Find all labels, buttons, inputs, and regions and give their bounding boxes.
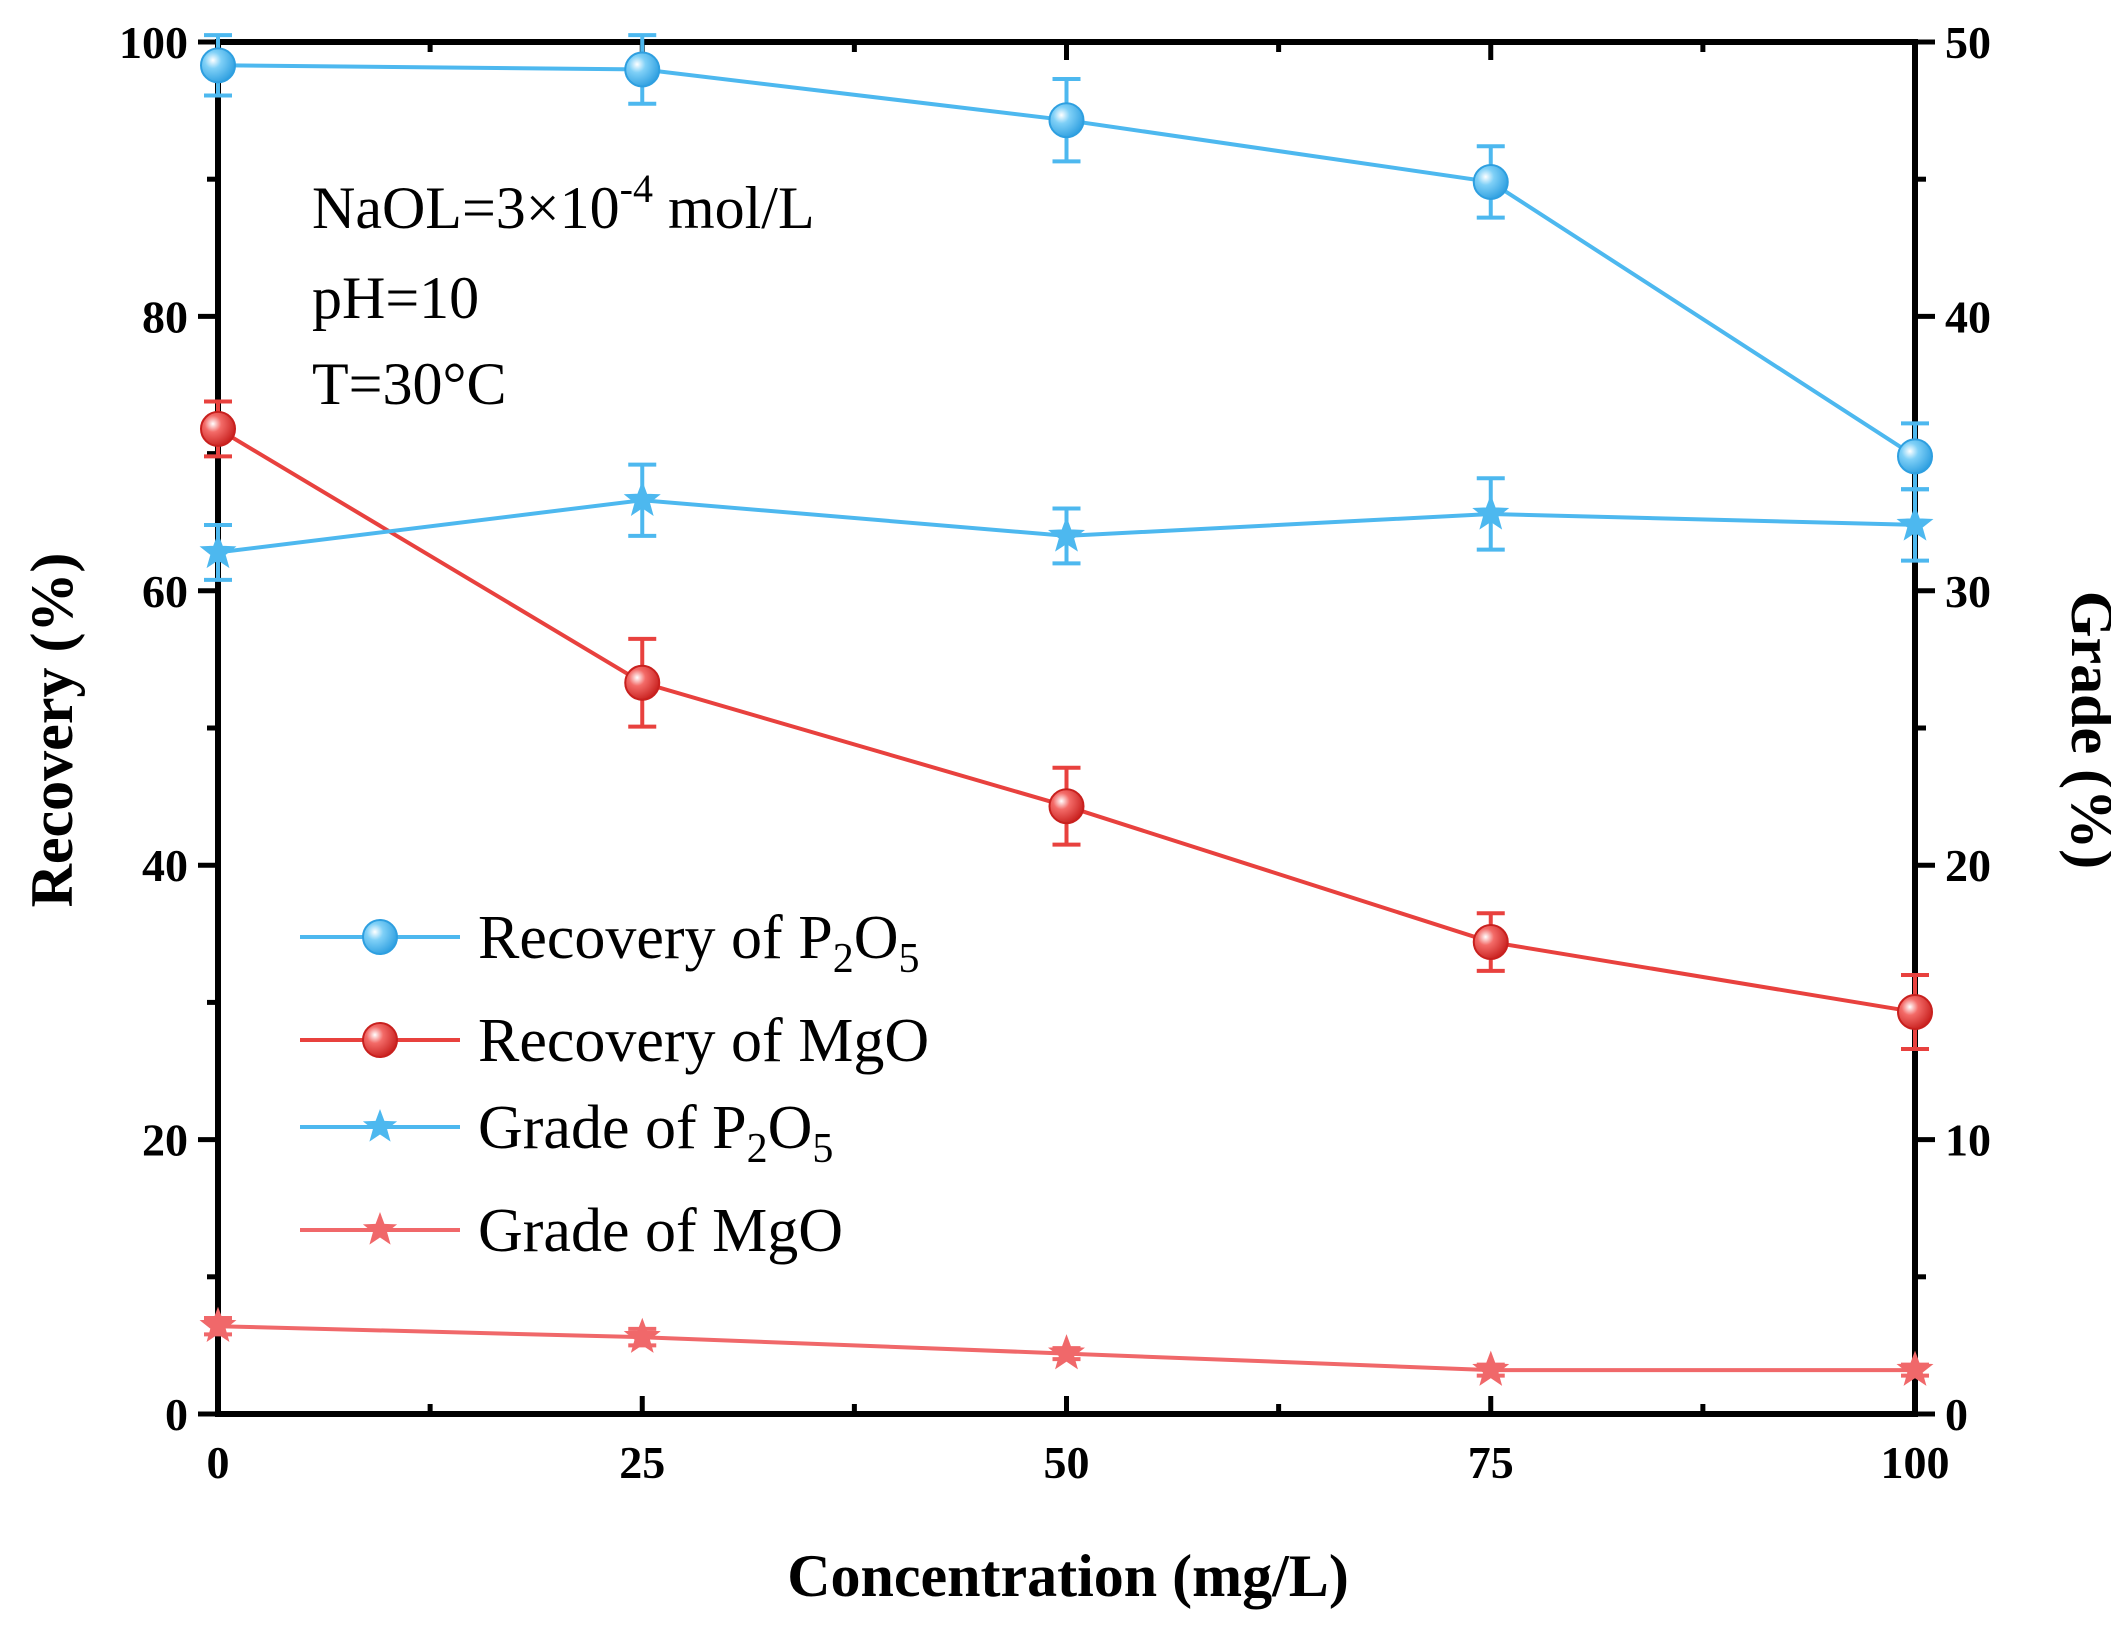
annotation-temperature: T=30°C	[312, 351, 507, 417]
x-tick-label: 75	[1468, 1437, 1514, 1488]
legend-marker-circle-icon	[362, 1022, 398, 1058]
y-right-tick-label: 30	[1945, 566, 1991, 617]
data-point-star	[623, 480, 661, 516]
data-point-circle	[1048, 788, 1085, 825]
legend-marker-star-icon	[362, 1212, 398, 1245]
y-right-tick-label: 50	[1945, 17, 1991, 68]
legend-marker-circle-icon	[362, 919, 398, 955]
legend-label-grade-p2o5-main: Grade of P	[478, 1094, 747, 1162]
annotation-naol: NaOL=3×10-4 mol/L	[312, 166, 815, 241]
data-point-star	[1048, 516, 1085, 552]
legend-label-grade-mgo: Grade of MgO	[478, 1197, 843, 1265]
data-point-circle	[1048, 102, 1085, 139]
y-left-tick-label: 40	[142, 840, 188, 891]
data-point-circle	[624, 664, 661, 701]
y-left-tick-label: 80	[142, 291, 188, 342]
y-left-tick-label: 0	[165, 1389, 188, 1440]
y-axis-left-title: Recovery (%)	[19, 553, 85, 908]
series-recovery-of-mgo	[200, 399, 1933, 1052]
legend-label-grade-p2o5-sub2: 5	[812, 1126, 833, 1172]
annotation-naol-exponent: -4	[620, 166, 653, 211]
x-tick-label: 100	[1881, 1437, 1950, 1488]
legend-label-recovery-mgo: Recovery of MgO	[478, 1007, 929, 1075]
legend-item-recovery-mgo: Recovery of MgO	[300, 1007, 929, 1075]
data-point-star	[199, 532, 237, 569]
data-point-circle	[624, 51, 661, 88]
y-right-tick-label: 40	[1945, 291, 1991, 342]
y-right-tick-label: 0	[1945, 1389, 1968, 1440]
data-point-star	[199, 1306, 237, 1342]
legend-label-grade-p2o5: Grade of P2O5	[478, 1094, 833, 1172]
data-point-star	[623, 1317, 661, 1353]
data-point-circle	[200, 47, 236, 84]
series-grade-of-mgo	[199, 1306, 1934, 1386]
data-point-circle	[1472, 924, 1509, 961]
plot-border	[215, 39, 1918, 1417]
data-point-circle	[1472, 163, 1509, 200]
legend-label-grade-p2o5-mid: O	[768, 1094, 813, 1162]
legend-label-recovery-p2o5-sub2: 5	[898, 936, 919, 982]
data-point-star	[1472, 1350, 1510, 1386]
y-right-tick-label: 20	[1945, 840, 1991, 891]
x-tick-label: 0	[207, 1437, 230, 1488]
data-point-star	[1896, 505, 1934, 541]
y-axis-right-title: Grade (%)	[2059, 591, 2111, 869]
x-tick-label: 25	[619, 1437, 665, 1488]
legend-label-grade-p2o5-sub1: 2	[747, 1126, 768, 1172]
y-left-tick-label: 20	[142, 1115, 188, 1166]
annotation-ph: pH=10	[312, 265, 479, 331]
data-point-circle	[200, 410, 236, 447]
series-recovery-of-p2o5	[200, 33, 1933, 492]
x-axis-title: Concentration (mg/L)	[787, 1543, 1349, 1609]
plot-frame	[215, 39, 1918, 1417]
annotation-naol-suffix: mol/L	[653, 175, 815, 241]
y-left-tick-label: 100	[119, 17, 188, 68]
data-point-circle	[1897, 438, 1933, 475]
series-layer	[199, 33, 1934, 1386]
annotation-naol-prefix: NaOL=3×10	[312, 175, 620, 241]
legend-label-recovery-p2o5-sub1: 2	[833, 936, 854, 982]
legend: Recovery of P2O5 Recovery of MgO Grade o…	[300, 904, 929, 1265]
y-left-tick-label: 60	[142, 566, 188, 617]
data-point-star	[1896, 1350, 1934, 1386]
data-point-star	[1472, 494, 1510, 530]
y-right-tick-label: 10	[1945, 1115, 1991, 1166]
legend-label-recovery-p2o5: Recovery of P2O5	[478, 904, 919, 982]
legend-label-recovery-p2o5-mid: O	[854, 904, 899, 972]
data-point-circle	[1897, 994, 1933, 1031]
x-tick-label: 50	[1044, 1437, 1090, 1488]
series-grade-of-p2o5	[199, 462, 1934, 582]
legend-item-recovery-p2o5: Recovery of P2O5	[300, 904, 919, 982]
legend-item-grade-p2o5: Grade of P2O5	[300, 1094, 833, 1172]
legend-item-grade-mgo: Grade of MgO	[300, 1197, 843, 1265]
legend-label-recovery-p2o5-main: Recovery of P	[478, 904, 833, 972]
legend-marker-star-icon	[362, 1109, 398, 1142]
data-point-star	[1048, 1334, 1085, 1370]
